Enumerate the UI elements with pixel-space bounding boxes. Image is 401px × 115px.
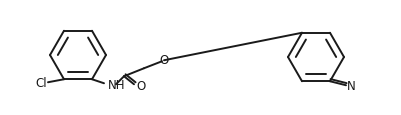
Text: O: O	[136, 79, 145, 92]
Text: NH: NH	[108, 78, 125, 91]
Text: O: O	[159, 53, 168, 66]
Text: Cl: Cl	[35, 76, 47, 89]
Text: N: N	[346, 79, 355, 92]
